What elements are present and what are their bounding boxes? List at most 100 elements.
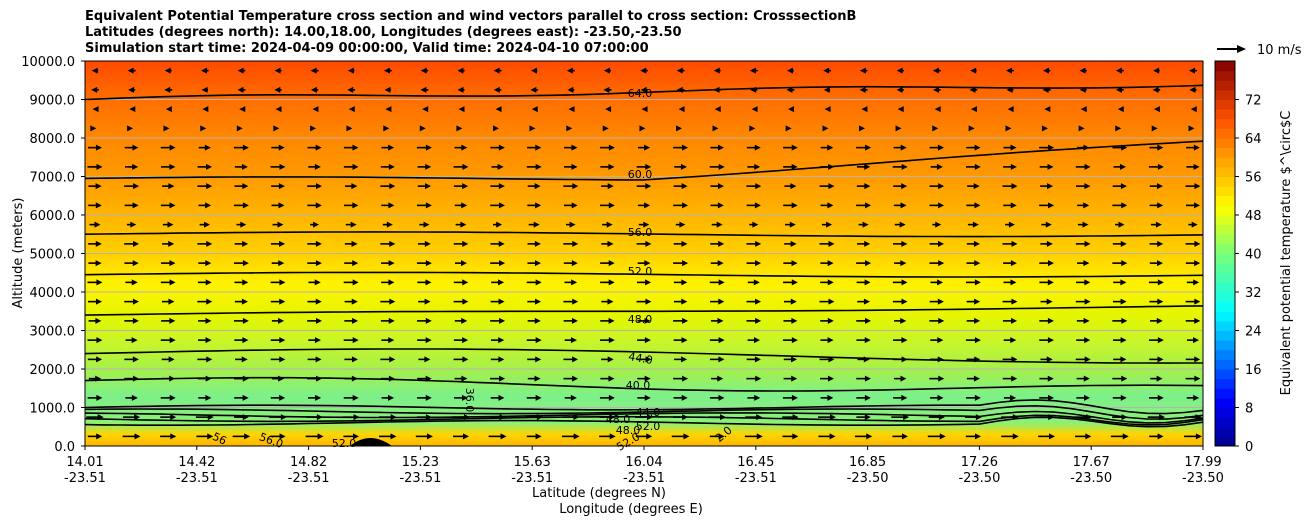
colorbar-band: [1215, 128, 1235, 139]
wind-arrow: [490, 298, 505, 305]
wind-arrow: [709, 356, 725, 363]
wind-arrow: [417, 337, 432, 344]
wind-arrow: [1185, 260, 1201, 267]
wind-arrow-head: [462, 240, 469, 247]
wind-arrow: [383, 67, 392, 74]
wind-arrow: [197, 356, 213, 363]
wind-arrow-head: [244, 433, 251, 440]
wind-arrow-head: [237, 86, 244, 93]
wind-arrow: [458, 106, 465, 113]
wind-arrow-head: [1157, 240, 1164, 247]
wind-arrow-head: [425, 394, 432, 401]
wind-arrow-head: [1045, 221, 1052, 228]
wind-arrow-head: [1046, 240, 1053, 247]
wind-arrow: [1040, 298, 1053, 305]
wind-arrow-head: [132, 260, 139, 267]
wind-arrow: [784, 221, 796, 228]
wind-arrow-head: [1010, 337, 1017, 344]
wind-arrow-head: [644, 394, 651, 401]
wind-arrow: [563, 317, 578, 324]
wind-arrow-head: [901, 394, 908, 401]
wind-arrow-head: [823, 86, 830, 93]
wind-arrow: [892, 298, 908, 305]
wind-arrow: [234, 183, 249, 190]
wind-arrow: [202, 106, 209, 113]
wind-arrow-head: [242, 183, 249, 190]
wind-arrow-head: [790, 240, 797, 247]
wind-arrow-head: [279, 298, 286, 305]
wind-arrow-head: [974, 202, 981, 209]
wind-arrow-head: [1011, 317, 1018, 324]
wind-arrow-head: [461, 394, 468, 401]
wind-arrow: [162, 240, 175, 247]
wind-arrow: [1185, 183, 1201, 190]
wind-arrow: [343, 394, 359, 401]
wind-arrow-head: [274, 86, 281, 93]
wind-arrow-head: [572, 183, 579, 190]
wind-arrow-head: [681, 298, 688, 305]
wind-arrow: [567, 86, 575, 93]
wind-arrow: [637, 260, 651, 267]
wind-arrow-head: [641, 106, 648, 113]
wind-arrow-head: [1010, 260, 1017, 267]
wind-arrow-head: [242, 394, 249, 401]
wind-arrow-head: [134, 433, 141, 440]
wind-arrow: [1076, 279, 1091, 286]
wind-arrow: [198, 202, 212, 209]
wind-arrow: [308, 394, 322, 401]
wind-arrow: [967, 221, 979, 228]
wind-arrow: [1148, 337, 1164, 344]
colorbar-tick-label: 24: [1245, 325, 1262, 340]
wind-arrow-head: [571, 279, 578, 286]
wind-arrow: [163, 125, 170, 132]
wind-arrow-head: [718, 279, 725, 286]
wind-arrow: [711, 375, 724, 382]
wind-arrow-head: [1041, 125, 1048, 132]
wind-arrow: [1003, 163, 1017, 170]
wind-arrow-head: [1157, 144, 1164, 151]
wind-arrow-head: [497, 163, 504, 170]
wind-arrow-head: [974, 337, 981, 344]
contour-label: 52.0: [636, 420, 661, 433]
wind-arrow-head: [383, 67, 390, 74]
colorbar-band: [1215, 320, 1235, 331]
wind-arrow-head: [791, 202, 798, 209]
wind-arrow: [419, 221, 430, 228]
wind-arrow: [564, 279, 578, 286]
wind-arrow: [637, 317, 651, 324]
wind-arrow: [419, 125, 426, 132]
wind-arrow: [453, 433, 469, 440]
wind-arrow: [1076, 337, 1091, 344]
wind-arrow: [1041, 125, 1048, 132]
wind-arrow: [270, 433, 286, 440]
wind-arrow: [160, 433, 177, 440]
wind-arrow-head: [237, 67, 244, 74]
wind-arrow-head: [1120, 183, 1127, 190]
wind-arrow: [1149, 433, 1164, 440]
wind-arrow: [527, 183, 541, 190]
wind-arrow-head: [132, 163, 139, 170]
wind-arrow: [234, 240, 249, 247]
wind-arrow-head: [314, 279, 321, 286]
wind-arrow-head: [535, 202, 542, 209]
wind-arrow: [161, 317, 176, 324]
wind-arrow-head: [1194, 260, 1201, 267]
wind-arrow-head: [242, 260, 249, 267]
wind-arrow-head: [1156, 375, 1163, 382]
wind-arrow: [1186, 337, 1200, 344]
wind-arrow: [600, 163, 615, 170]
wind-arrow: [969, 86, 978, 93]
wind-arrow: [274, 86, 282, 93]
wind-arrow: [600, 279, 615, 286]
chart-title-line-1: Equivalent Potential Temperature cross s…: [85, 9, 857, 24]
wind-arrow: [600, 260, 615, 267]
wind-arrow: [124, 317, 139, 324]
wind-arrow-head: [205, 279, 212, 286]
wind-arrow-head: [384, 86, 391, 93]
wind-arrow-head: [937, 144, 944, 151]
wind-arrow-head: [790, 298, 797, 305]
wind-arrow-head: [424, 240, 431, 247]
wind-arrow-head: [169, 260, 176, 267]
colorbar-band: [1215, 215, 1235, 226]
wind-arrow-head: [535, 279, 542, 286]
